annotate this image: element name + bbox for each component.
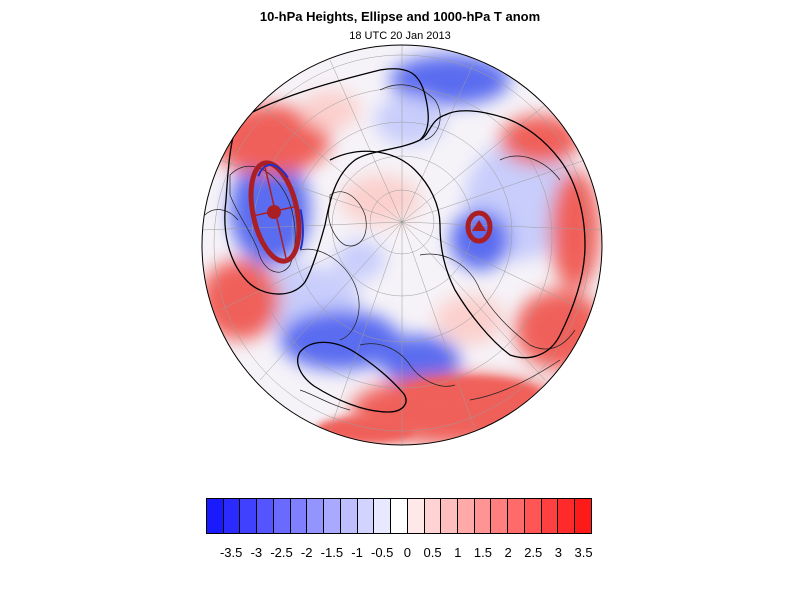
colorbar-swatch [391,499,408,533]
colorbar-swatch [257,499,274,533]
figure-subtitle: 18 UTC 20 Jan 2013 [349,30,451,42]
colorbar-tick-label: -3.5 [219,545,243,560]
colorbar-swatch [424,499,442,533]
vortex-ellipse [248,160,304,265]
colorbar-tick-label: 3.5 [574,545,593,560]
colorbar-swatch [558,499,576,533]
colorbar-swatch [324,499,341,533]
colorbar-tick-label: -2 [300,545,313,560]
colorbar-tick-label: -1.5 [320,545,344,560]
colorbar-swatch [508,499,525,533]
coastlines [204,84,576,411]
colorbar-tick-label: -0.5 [371,545,394,560]
colorbar-tick-label: 3 [554,545,563,560]
colorbar-swatch [340,499,358,533]
graticule [202,45,602,445]
colorbar-tick-label: -2.5 [270,545,293,560]
colorbar-tick-label: 2.5 [524,545,543,560]
colorbar-swatch [458,499,475,533]
colorbar-ticks: -3.5 -3 -2.5 -2 -1.5 -1 -0.5 0 0.5 1 1.5 2 2.5 3 3.5 [0,545,800,565]
colorbar-swatch [407,499,425,533]
colorbar-tick-label: 2 [504,545,512,560]
colorbar-swatch [474,499,492,533]
colorbar-swatch [524,499,542,533]
colorbar-swatch [240,499,258,533]
colorbar-swatch [441,499,459,533]
globe-outline [201,44,603,446]
secondary-ellipse [465,210,493,244]
colorbar-tick-label: -3 [250,545,263,560]
colorbar-swatch [290,499,308,533]
colorbar [206,498,592,534]
colorbar-swatch [491,499,509,533]
figure-title: 10-hPa Heights, Ellipse and 1000-hPa T a… [259,9,541,24]
colorbar-swatch [273,499,291,533]
colorbar-tick-label: 0.5 [423,545,442,560]
colorbar-swatch [357,499,375,533]
colorbar-tick-label: -1 [351,545,363,560]
colorbar-swatch [575,499,591,533]
colorbar-tick-label: 0 [403,545,412,560]
colorbar-swatch [223,499,241,533]
height-contours [224,68,586,413]
colorbar-tick-label: 1.5 [473,545,492,560]
colorbar-tick-label: 1 [454,545,462,560]
colorbar-swatch [374,499,392,533]
colorbar-swatch [207,499,224,533]
colorbar-swatch [541,499,559,533]
colorbar-swatch [307,499,325,533]
